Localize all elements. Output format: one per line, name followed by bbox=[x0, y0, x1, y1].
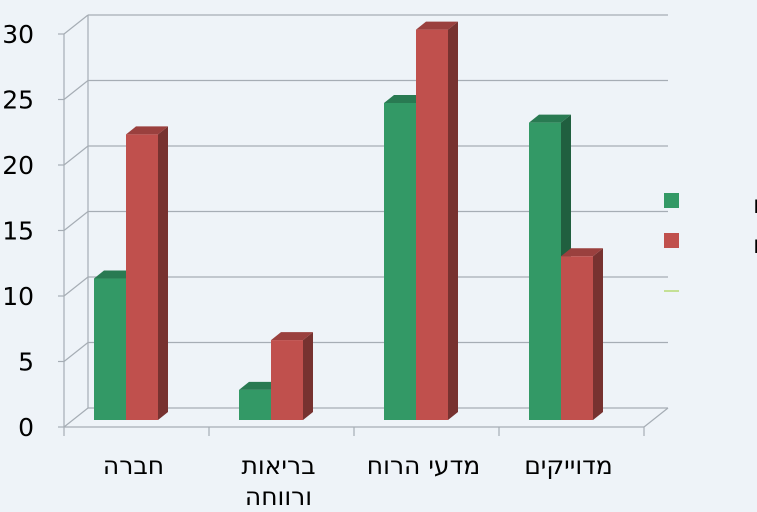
bar-women-1 bbox=[271, 332, 313, 420]
y-tick-label: 20 bbox=[2, 151, 34, 180]
legend-label-0: גברים bbox=[753, 190, 757, 219]
legend-swatch-1 bbox=[664, 233, 679, 248]
bar-top bbox=[271, 332, 313, 341]
legend-label-1: נשים bbox=[753, 230, 757, 259]
bar-side bbox=[158, 126, 168, 421]
y-tick-label: 10 bbox=[2, 282, 34, 311]
bar-side bbox=[593, 248, 603, 420]
x-tick-label: ורווחה bbox=[245, 482, 312, 511]
bar-front bbox=[384, 102, 416, 420]
floor-right-edge bbox=[643, 407, 669, 428]
gridline-diagonal bbox=[63, 407, 89, 428]
legend-swatch-0 bbox=[664, 193, 679, 208]
bars bbox=[94, 21, 603, 421]
x-tick-label: מדעי הרוח bbox=[367, 451, 480, 480]
legend: גברים נשים bbox=[664, 190, 757, 292]
grid-lines bbox=[63, 14, 668, 428]
bar-women-3 bbox=[561, 248, 603, 420]
gridline-diagonal bbox=[63, 80, 89, 100]
bar-top bbox=[384, 94, 426, 103]
y-tick-label: 0 bbox=[18, 413, 34, 442]
bar-women-0 bbox=[126, 126, 168, 421]
bar-women-2 bbox=[416, 21, 458, 421]
bar-top bbox=[416, 21, 458, 30]
bar-top bbox=[561, 248, 603, 257]
axes bbox=[58, 33, 669, 436]
bar-front bbox=[271, 340, 303, 420]
bar-front bbox=[94, 278, 126, 420]
bar-top bbox=[126, 126, 168, 135]
x-tick-label: בריאות bbox=[241, 451, 315, 480]
bar-front bbox=[416, 29, 448, 421]
y-tick-label: 25 bbox=[2, 86, 34, 115]
bar-top bbox=[529, 114, 571, 123]
x-tick-label: מדוייקים bbox=[524, 451, 613, 480]
bar-side bbox=[303, 332, 313, 420]
gridline-diagonal bbox=[63, 276, 89, 297]
y-tick-label: 30 bbox=[2, 20, 34, 49]
bar-top bbox=[94, 270, 136, 279]
bar-front bbox=[529, 122, 561, 420]
bar-front bbox=[239, 389, 271, 420]
y-tick-label: 5 bbox=[18, 348, 34, 377]
bar-front bbox=[561, 256, 593, 420]
bar-front bbox=[126, 134, 158, 421]
gridline-diagonal bbox=[63, 342, 89, 362]
y-tick-labels: 0 5 10 15 20 25 30 bbox=[2, 20, 34, 442]
bar-side bbox=[448, 21, 458, 421]
bar-top bbox=[239, 381, 281, 390]
gridline-diagonal bbox=[63, 14, 89, 35]
x-tick-label: חברה bbox=[103, 451, 164, 480]
gridline-diagonal bbox=[63, 211, 89, 231]
y-tick-label: 15 bbox=[2, 217, 34, 246]
gridline-diagonal bbox=[63, 145, 89, 166]
